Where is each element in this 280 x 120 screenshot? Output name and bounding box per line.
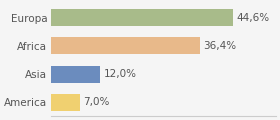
Bar (52, 37, 200, 54)
Bar (52, 94, 80, 111)
Text: 44,6%: 44,6% (237, 13, 270, 23)
Text: 12,0%: 12,0% (104, 69, 137, 79)
Text: 7,0%: 7,0% (83, 97, 110, 107)
Bar (52, 66, 101, 83)
Bar (52, 9, 234, 26)
Text: 36,4%: 36,4% (203, 41, 236, 51)
